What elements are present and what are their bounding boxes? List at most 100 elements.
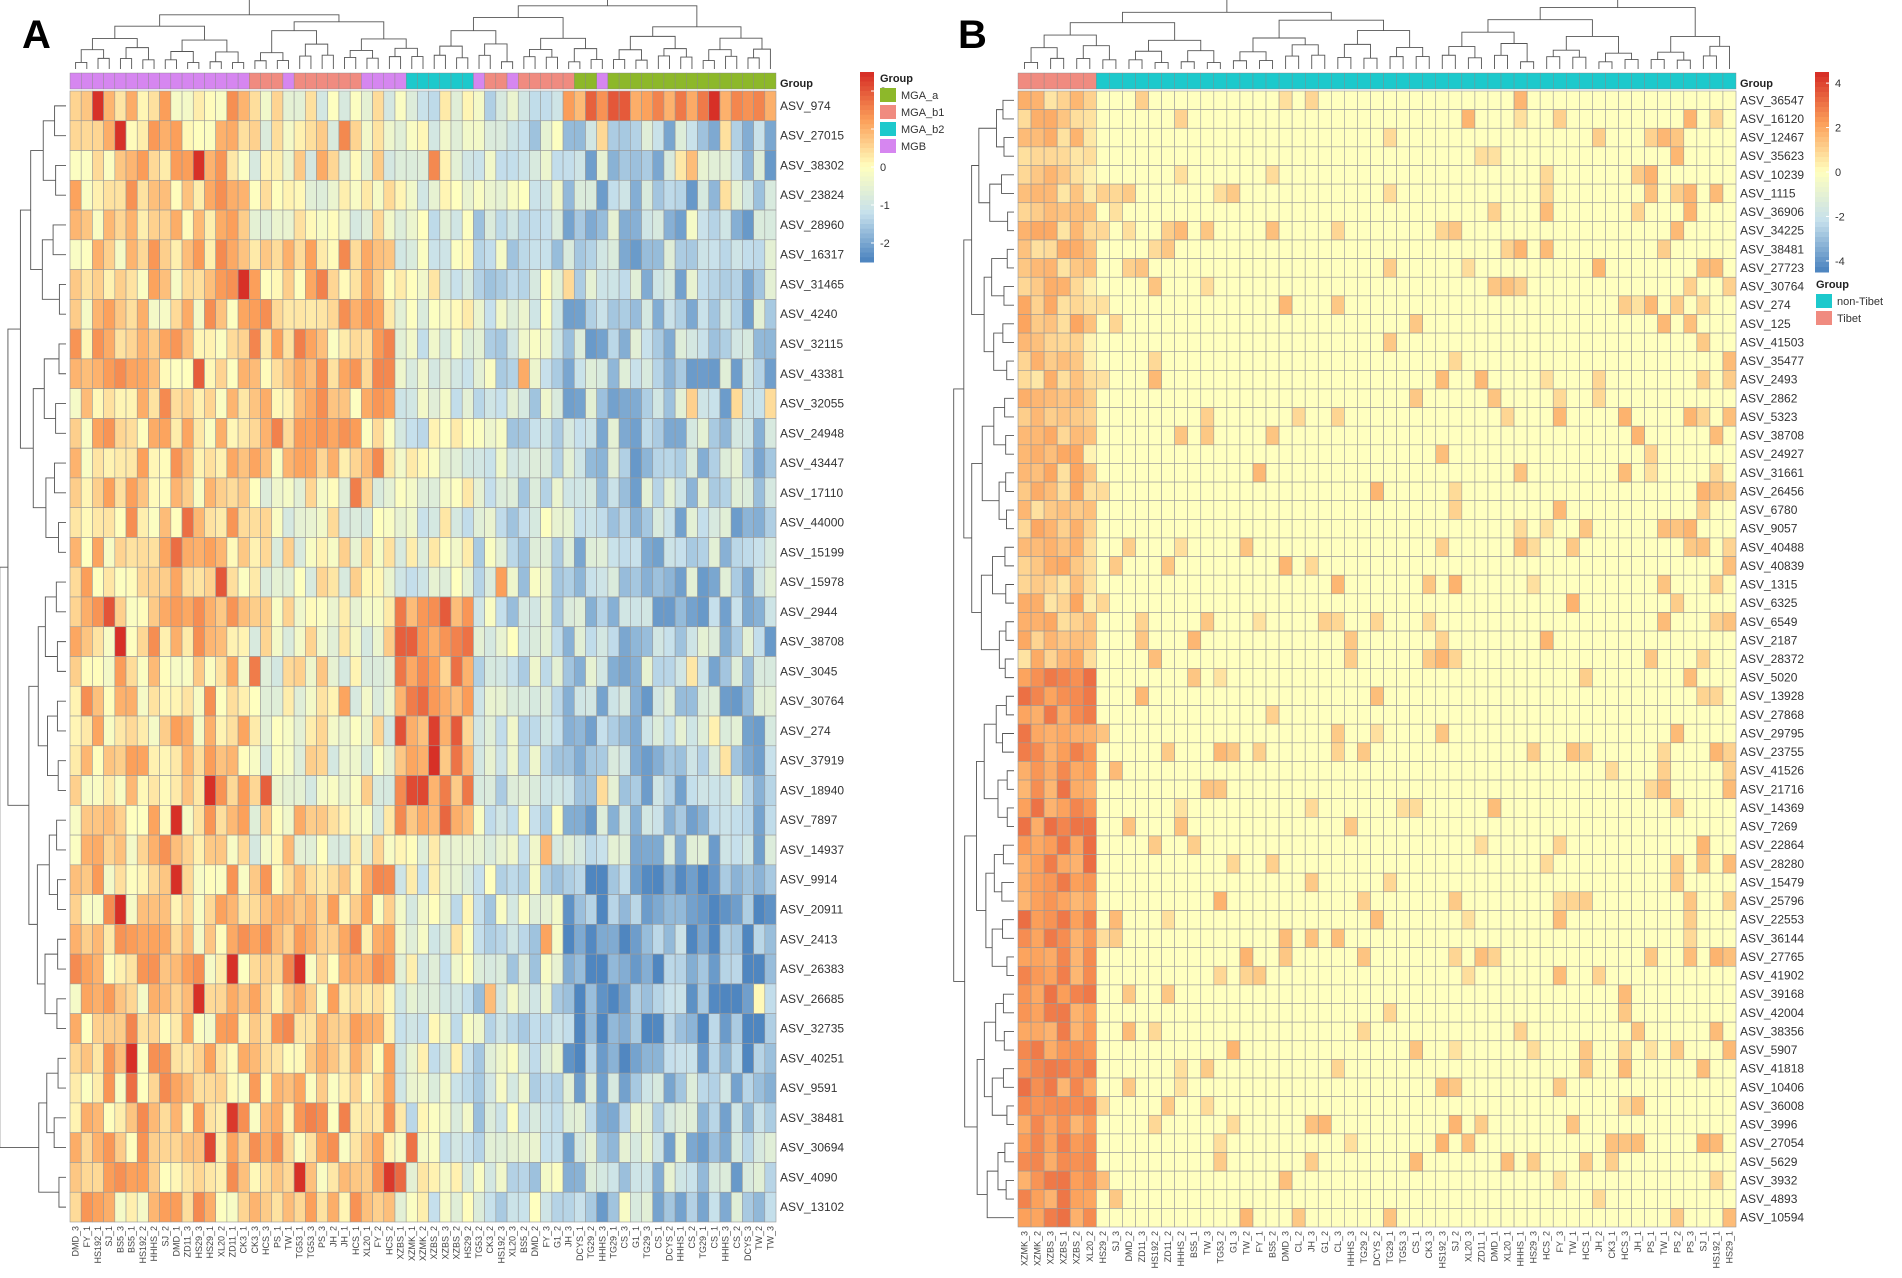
heatmap-cell: [282, 358, 295, 389]
heatmap-cell: [405, 209, 418, 241]
heatmap-cell: [338, 209, 351, 241]
heatmap-cell: [1200, 314, 1215, 334]
heatmap-cell: [461, 388, 474, 419]
heatmap-cell: [92, 179, 104, 211]
heatmap-cell: [1200, 705, 1215, 725]
heatmap-cell: [450, 775, 463, 806]
heatmap-cell: [1291, 388, 1306, 408]
heatmap-cell: [1239, 370, 1254, 390]
annotation-cell: [159, 72, 172, 90]
heatmap-cell: [708, 477, 721, 508]
heatmap-cell: [1396, 351, 1410, 371]
column-label: TG53_1: [295, 1226, 305, 1259]
heatmap-cell: [1069, 742, 1084, 762]
heatmap-cell: [204, 745, 216, 776]
heatmap-cell: [260, 924, 273, 955]
heatmap-cell: [1370, 556, 1384, 576]
heatmap-cell: [1487, 183, 1502, 204]
heatmap-cell: [215, 358, 228, 389]
dendrogram-branch: [44, 596, 58, 657]
heatmap-cell: [1592, 239, 1606, 259]
heatmap-cell: [652, 120, 665, 151]
heatmap-cell: [630, 477, 642, 508]
heatmap-cell: [1552, 630, 1567, 650]
heatmap-cell: [1174, 407, 1189, 427]
heatmap-cell: [641, 507, 654, 538]
heatmap-cell: [495, 953, 508, 985]
dendrogram-branch: [43, 358, 60, 419]
heatmap-cell: [573, 179, 586, 211]
heatmap-cell: [1474, 127, 1489, 148]
column-label: TG53_2: [474, 1226, 484, 1259]
heatmap-cell: [1565, 630, 1580, 650]
heatmap-cell: [1096, 593, 1110, 613]
dendrogram-branch: [1005, 1179, 1014, 1200]
heatmap-cell: [1631, 705, 1645, 725]
heatmap-cell: [730, 596, 743, 628]
heatmap-cell: [114, 1072, 127, 1104]
heatmap-cell: [1109, 537, 1123, 557]
group-legend-item: MGA_a: [901, 90, 939, 102]
heatmap-cell: [1069, 798, 1084, 818]
heatmap-cell: [742, 1102, 754, 1134]
heatmap-cell: [1331, 314, 1345, 334]
heatmap-cell: [1174, 779, 1189, 799]
heatmap-cell: [719, 596, 732, 628]
heatmap-cell: [1618, 314, 1632, 334]
dendrogram-branch: [1002, 1068, 1014, 1088]
heatmap-cell: [641, 924, 654, 955]
heatmap-cell: [529, 596, 541, 628]
heatmap-cell: [484, 834, 497, 866]
heatmap-cell: [1265, 146, 1280, 166]
heatmap-cell: [349, 894, 362, 925]
heatmap-cell: [383, 805, 396, 836]
heatmap-cell: [618, 477, 631, 508]
heatmap-cell: [562, 596, 575, 628]
heatmap-cell: [92, 477, 104, 508]
heatmap-cell: [282, 775, 295, 806]
heatmap-cell: [753, 566, 766, 598]
heatmap-cell: [630, 656, 642, 687]
heatmap-cell: [1135, 127, 1149, 148]
heatmap-cell: [204, 1191, 216, 1223]
heatmap-cell: [103, 537, 116, 568]
heatmap-cell: [1304, 444, 1319, 464]
heatmap-cell: [473, 269, 485, 300]
heatmap-cell: [1317, 276, 1332, 297]
heatmap-cell: [506, 1132, 519, 1163]
heatmap-cell: [1017, 183, 1032, 204]
heatmap-cell: [1187, 202, 1202, 222]
dendrogram-branch: [42, 120, 56, 181]
heatmap-cell: [573, 358, 586, 389]
dendrogram-branch: [983, 276, 994, 353]
heatmap-cell: [1109, 109, 1123, 129]
heatmap-cell: [1148, 574, 1162, 595]
heatmap-cell: [92, 1102, 104, 1134]
heatmap-cell: [1605, 90, 1619, 110]
heatmap-cell: [372, 894, 385, 925]
heatmap-cell: [1213, 612, 1228, 632]
heatmap-cell: [1135, 165, 1149, 185]
heatmap-cell: [327, 1191, 340, 1223]
heatmap-cell: [1370, 593, 1384, 613]
heatmap-cell: [529, 447, 541, 479]
heatmap-cell: [686, 477, 698, 508]
dendrogram-branch: [1082, 45, 1110, 60]
heatmap-cell: [1317, 388, 1332, 408]
heatmap-cell: [136, 1102, 149, 1134]
heatmap-cell: [641, 388, 654, 419]
heatmap-cell: [551, 656, 564, 687]
color-scale-step: [860, 114, 874, 120]
heatmap-cell: [92, 209, 104, 241]
heatmap-cell: [349, 209, 362, 241]
heatmap-cell: [226, 983, 239, 1014]
heatmap-cell: [148, 775, 160, 806]
heatmap-cell: [405, 1072, 418, 1104]
heatmap-cell: [1552, 779, 1567, 799]
heatmap-cell: [1331, 630, 1345, 650]
heatmap-cell: [103, 477, 116, 508]
heatmap-cell: [1487, 574, 1502, 595]
heatmap-cell: [573, 1102, 586, 1134]
heatmap-cell: [663, 1043, 676, 1074]
heatmap-cell: [1592, 500, 1606, 520]
